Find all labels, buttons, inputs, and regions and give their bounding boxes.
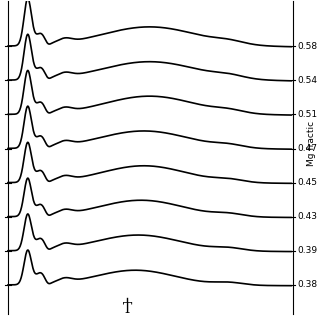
Text: 0.45: 0.45 (297, 178, 317, 187)
Text: 0.54: 0.54 (297, 76, 317, 85)
Text: Mg fractic: Mg fractic (307, 121, 316, 166)
Text: 0.51: 0.51 (297, 110, 317, 119)
Text: 0.58: 0.58 (297, 42, 317, 51)
Text: 0.47: 0.47 (297, 144, 317, 153)
Text: T: T (123, 302, 132, 316)
Text: 0.43: 0.43 (297, 212, 317, 221)
Text: 0.38: 0.38 (297, 280, 317, 290)
Text: 0.39: 0.39 (297, 246, 317, 255)
